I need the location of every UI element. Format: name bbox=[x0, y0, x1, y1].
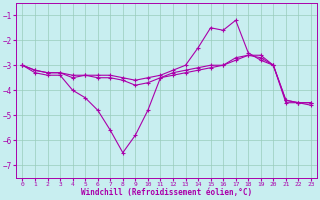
X-axis label: Windchill (Refroidissement éolien,°C): Windchill (Refroidissement éolien,°C) bbox=[81, 188, 252, 197]
